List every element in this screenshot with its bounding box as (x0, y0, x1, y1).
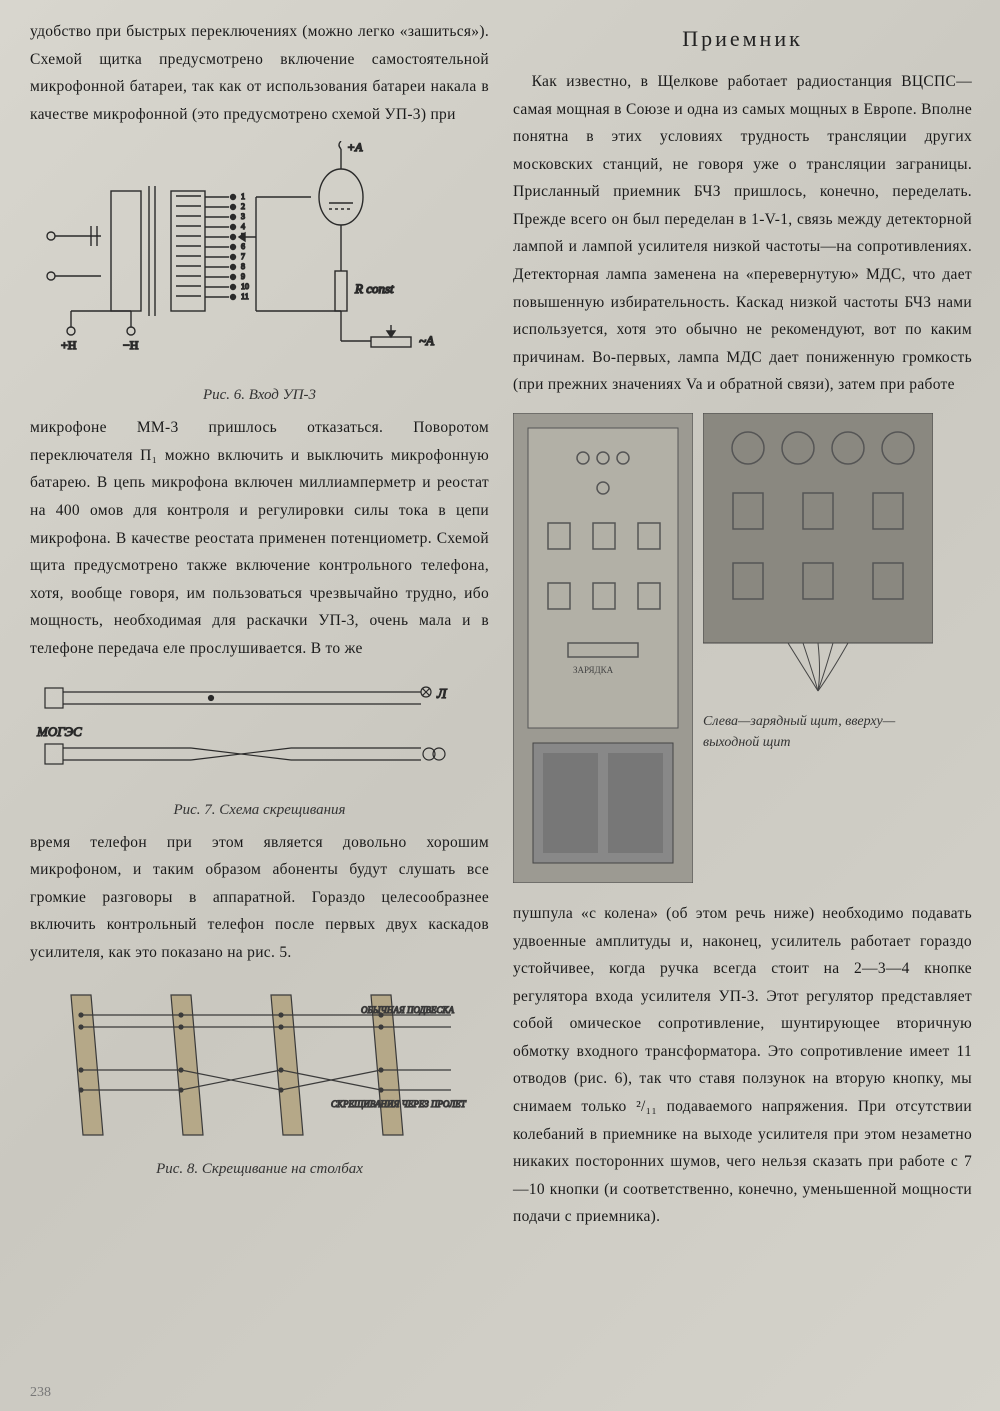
page-number: 238 (30, 1385, 51, 1401)
right-paragraph-1: Как известно, в Щелкове работает радиост… (513, 68, 972, 399)
figure-8-caption: Рис. 8. Скрещивание на столбах (30, 1161, 489, 1178)
svg-text:1: 1 (241, 192, 245, 201)
right-paragraph-2: пушпула «с колена» (об этом речь ниже) н… (513, 900, 972, 1231)
figure-7-caption: Рис. 7. Схема скрещивания (30, 802, 489, 819)
label-top-wire: ОБЫЧНАЯ ПОДВЕСКА (361, 1005, 454, 1015)
left-paragraph-3: время телефон при этом является довольно… (30, 829, 489, 967)
left-paragraph-2: микрофоне ММ-3 пришлось отказаться. Пово… (30, 414, 489, 662)
right-column: Приемник Как известно, в Щелкове работае… (513, 18, 972, 1391)
svg-text:8: 8 (241, 262, 245, 271)
svg-text:7: 7 (241, 252, 245, 261)
svg-text:5: 5 (241, 232, 245, 241)
label-bottom-wire: СКРЕЩИВАНИЯ ЧЕРЕЗ ПРОЛЕТ (331, 1099, 467, 1109)
output-panel-photo-icon (703, 413, 933, 693)
label-L: Л (436, 687, 448, 702)
two-column-layout: удобство при быстрых переключениях (можн… (30, 18, 972, 1391)
label-tilde-a: ~А (419, 333, 434, 348)
label-minus-h: −H (123, 338, 139, 352)
svg-text:4: 4 (241, 222, 245, 231)
charging-panel-photo: ЗАРЯДКА (513, 413, 693, 888)
output-panel-block: Слева—зарядный щит, вверху—выходной щит (703, 413, 933, 753)
svg-text:3: 3 (241, 212, 245, 221)
page: удобство при быстрых переключениях (можн… (0, 0, 1000, 1411)
label-plus-a: +А (347, 141, 363, 154)
svg-text:9: 9 (241, 272, 245, 281)
svg-text:ЗАРЯДКА: ЗАРЯДКА (573, 665, 614, 675)
left-paragraph-1: удобство при быстрых переключениях (можн… (30, 18, 489, 128)
poles-crossing-icon: ОБЫЧНАЯ ПОДВЕСКА СКРЕЩИВАНИЯ ЧЕРЕЗ ПРОЛЕ… (31, 975, 471, 1145)
svg-text:10: 10 (241, 282, 249, 291)
photo-panel: ЗАРЯДКА (513, 413, 972, 888)
svg-text:2: 2 (241, 202, 245, 211)
section-heading: Приемник (513, 26, 972, 52)
figure-8-illustration: ОБЫЧНАЯ ПОДВЕСКА СКРЕЩИВАНИЯ ЧЕРЕЗ ПРОЛЕ… (30, 974, 489, 1151)
svg-text:11: 11 (241, 292, 249, 301)
figure-7-schematic: Л МОГЭС (30, 675, 489, 792)
svg-text:6: 6 (241, 242, 245, 251)
crossing-scheme-icon: Л МОГЭС (31, 676, 471, 786)
left-column: удобство при быстрых переключениях (можн… (30, 18, 489, 1391)
photo-caption: Слева—зарядный щит, вверху—выходной щит (703, 711, 903, 753)
circuit-diagram-icon: +А R const ~А (31, 141, 471, 371)
figure-6-caption: Рис. 6. Вход УП-3 (30, 387, 489, 404)
figure-6-schematic: +А R const ~А (30, 140, 489, 377)
label-rconst: R const (354, 281, 394, 296)
label-plus-h: +H (61, 338, 77, 352)
panel-photo-icon: ЗАРЯДКА (513, 413, 693, 883)
label-moges: МОГЭС (36, 724, 82, 739)
